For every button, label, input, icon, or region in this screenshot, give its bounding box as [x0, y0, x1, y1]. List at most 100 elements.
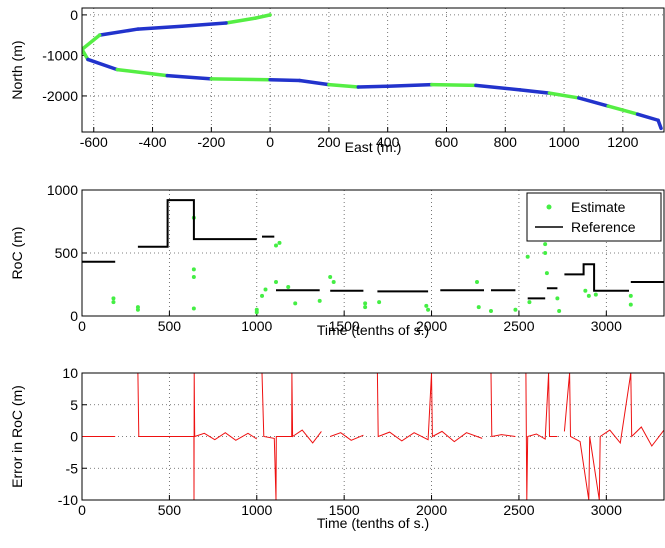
x-axis-label: Time (tenths of s.): [317, 322, 429, 338]
estimate-point: [426, 307, 431, 312]
y-tick-label: 1000: [47, 182, 78, 198]
trajectory-segment: [327, 82, 361, 89]
trajectory-segment: [430, 82, 478, 88]
estimate-point: [274, 279, 278, 284]
y-tick-label: 0: [70, 7, 78, 23]
y-tick-label: -5: [66, 460, 79, 476]
series-line: [82, 373, 664, 500]
y-tick-label: 10: [62, 365, 78, 381]
trajectory-segment: [82, 33, 102, 52]
x-axis-label: Time (tenths of s.): [317, 515, 429, 531]
x-tick-label: 1500: [329, 502, 360, 518]
x-tick-label: 800: [494, 134, 518, 150]
estimate-point: [111, 296, 116, 301]
x-tick-label: 1200: [607, 134, 638, 150]
trajectory-segment: [165, 73, 214, 81]
estimate-point: [286, 285, 291, 290]
estimate-point: [424, 303, 429, 308]
subplot: 0 500 1000 1500 2000 2500 3000 0 500 1000 Time (te…: [9, 182, 665, 338]
estimate-point: [277, 240, 282, 245]
x-tick-label: 2500: [503, 502, 534, 518]
x-tick-label: 600: [435, 134, 459, 150]
series-line: [82, 199, 664, 300]
y-tick-label: 5: [70, 397, 78, 413]
x-tick-label: 1000: [548, 134, 579, 150]
trajectory-segment: [547, 91, 581, 100]
legend-box: [526, 192, 662, 242]
y-axis-label: Error in RoC (m): [9, 385, 25, 488]
estimate-point: [513, 307, 518, 312]
plot-frame: [81, 372, 665, 501]
estimate-point: [527, 300, 532, 305]
plot-frame: [81, 189, 665, 317]
plot-frame: [81, 7, 665, 133]
x-tick-label: 400: [376, 134, 400, 150]
x-tick-label: 2000: [416, 318, 447, 334]
trajectory-segment: [253, 13, 272, 20]
trajectory-segment: [82, 47, 90, 62]
estimate-point: [317, 298, 322, 303]
trajectory-segment: [180, 21, 228, 28]
x-tick-label: 500: [158, 318, 182, 334]
x-tick-label: 1000: [241, 502, 272, 518]
estimate-point: [363, 305, 368, 310]
y-tick-label: 500: [55, 245, 79, 261]
x-tick-label: 3000: [591, 502, 622, 518]
x-tick-label: -200: [197, 134, 225, 150]
trajectory-segment: [297, 78, 331, 87]
trajectory-segment: [97, 27, 140, 37]
estimate-point: [260, 293, 265, 298]
x-tick-label: 2500: [503, 318, 534, 334]
estimate-point: [111, 300, 116, 305]
x-tick-label: 1500: [329, 318, 360, 334]
subplot: -600 -400 -200 0 200 400 600 800 1000 1200-2000-1…: [9, 7, 665, 155]
estimate-point: [263, 287, 268, 292]
estimate-point: [488, 308, 493, 313]
x-tick-label: 200: [317, 134, 341, 150]
estimate-point: [191, 274, 196, 279]
trajectory-segment: [606, 104, 640, 116]
trajectory-segment: [385, 82, 434, 88]
y-tick-label: -2000: [42, 88, 78, 104]
estimate-point: [331, 279, 336, 284]
estimate-point: [293, 301, 298, 306]
x-tick-label: 0: [78, 502, 86, 518]
trajectory-segment: [268, 77, 302, 83]
legend-label: Estimate: [571, 199, 626, 215]
x-tick-label: -400: [139, 134, 167, 150]
estimate-point: [363, 301, 368, 306]
y-tick-label: 0: [70, 429, 78, 445]
plot-area: [82, 13, 663, 131]
plot-area: [82, 373, 664, 500]
trajectory-segment: [224, 16, 258, 25]
trajectory-segment: [115, 67, 169, 78]
y-axis-label: RoC (m): [9, 227, 25, 280]
x-tick-label: 2000: [416, 502, 447, 518]
y-tick-label: -1000: [42, 47, 78, 63]
y-axis-label: North (m): [9, 40, 25, 99]
estimate-point: [377, 300, 382, 305]
plot-area: [82, 199, 664, 315]
estimate-point: [628, 293, 633, 298]
x-tick-label: 0: [78, 318, 86, 334]
x-tick-label: 500: [158, 502, 182, 518]
estimate-point: [254, 310, 259, 315]
subplot: 0 500 1000 1500 2000 2500 3000 -10 -5 0 5 10 Time (t…: [9, 365, 665, 531]
trajectory-segment: [136, 24, 184, 31]
estimate-point: [543, 242, 548, 247]
trajectory-segment: [474, 83, 522, 92]
estimate-point: [544, 271, 549, 276]
estimate-point: [586, 293, 591, 298]
estimate-point: [628, 302, 633, 307]
x-tick-label: -600: [80, 134, 108, 150]
estimate-point: [593, 292, 598, 297]
x-tick-label: 3000: [591, 318, 622, 334]
x-tick-label: 1000: [241, 318, 272, 334]
estimate-point: [525, 254, 530, 259]
y-tick-label: -10: [58, 492, 78, 508]
estimate-point: [476, 305, 481, 310]
estimate-point: [274, 243, 278, 248]
estimate-point: [557, 308, 562, 313]
estimate-point: [583, 288, 588, 293]
